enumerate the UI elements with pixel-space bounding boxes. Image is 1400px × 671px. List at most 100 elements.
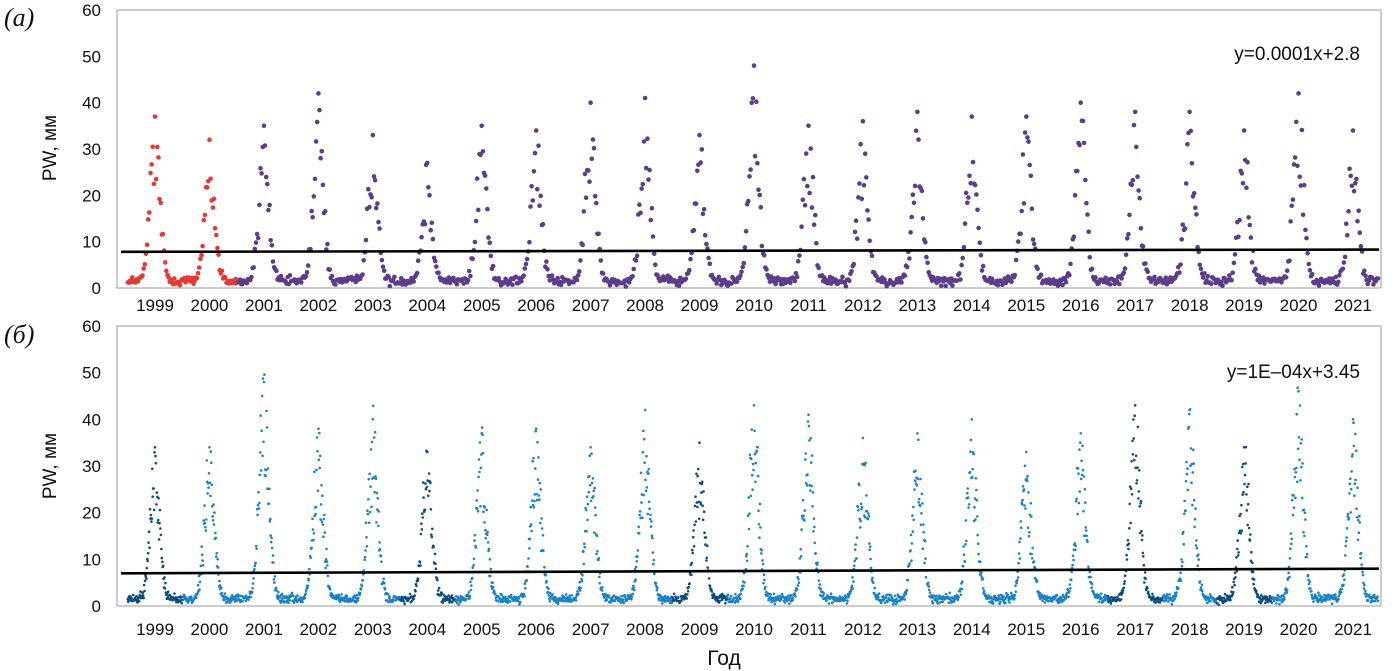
data-point [207, 472, 211, 475]
data-point [1356, 208, 1361, 213]
data-point [316, 489, 320, 493]
data-point [1035, 579, 1039, 583]
data-point [910, 192, 916, 197]
data-point [967, 173, 972, 179]
data-point [478, 441, 482, 444]
data-point [1283, 275, 1289, 280]
data-point [307, 579, 311, 582]
data-point [792, 278, 798, 284]
data-point [915, 484, 919, 487]
data-point [917, 501, 920, 504]
data-point [1200, 583, 1204, 587]
data-point [259, 414, 263, 417]
data-point [1177, 587, 1180, 590]
data-point [699, 147, 705, 152]
data-point [272, 578, 276, 581]
data-point [1028, 531, 1031, 534]
data-point [1140, 529, 1143, 533]
data-point [772, 592, 776, 596]
data-point [194, 275, 200, 281]
data-point [861, 436, 865, 440]
data-point [1347, 166, 1352, 172]
data-point [1342, 573, 1346, 576]
data-point [373, 490, 376, 494]
data-point [1246, 502, 1250, 506]
data-point [425, 160, 430, 166]
data-point [1030, 237, 1036, 242]
data-point [631, 266, 636, 272]
data-point [425, 486, 429, 489]
data-point [702, 510, 706, 513]
data-point [172, 276, 177, 281]
data-point [1247, 222, 1253, 228]
data-point [859, 502, 863, 506]
data-point [1185, 472, 1189, 476]
data-point [1305, 555, 1308, 559]
data-point [788, 280, 793, 286]
data-point [386, 593, 390, 596]
data-point [147, 210, 152, 215]
data-point [600, 589, 604, 592]
data-point [1194, 544, 1198, 547]
data-point [973, 506, 976, 509]
data-point [166, 590, 170, 594]
data-point [691, 227, 697, 233]
data-point [497, 600, 500, 603]
data-point [1295, 480, 1299, 484]
data-point [1025, 479, 1029, 483]
data-point [271, 554, 275, 557]
data-point [653, 262, 658, 268]
data-point [454, 281, 460, 287]
data-point [796, 584, 800, 587]
data-point [216, 566, 220, 569]
data-point [622, 601, 626, 605]
data-point [1060, 282, 1065, 288]
data-point [544, 573, 547, 576]
x-tick-label: 2018 [1171, 620, 1209, 639]
data-point [159, 527, 162, 530]
data-point [637, 202, 642, 207]
data-point [429, 220, 435, 226]
data-point [353, 594, 357, 597]
data-point [1310, 593, 1313, 597]
data-point [470, 256, 476, 262]
data-point [858, 517, 861, 521]
data-point [906, 578, 910, 582]
data-point [1333, 274, 1339, 280]
data-point [151, 467, 154, 471]
data-point [970, 418, 974, 421]
data-point [928, 591, 932, 594]
data-point [936, 602, 940, 605]
data-point [1160, 597, 1164, 600]
data-point [991, 602, 995, 605]
trendline-b [120, 567, 1380, 575]
data-point [852, 580, 855, 583]
data-point [1293, 475, 1297, 479]
data-point [1241, 462, 1245, 466]
data-point [1080, 118, 1086, 124]
data-point [1076, 467, 1080, 470]
data-point [579, 586, 582, 590]
data-point [168, 593, 172, 597]
data-point [574, 596, 577, 600]
data-point [210, 483, 213, 487]
data-point [547, 587, 550, 590]
data-point [911, 514, 914, 517]
data-point [519, 600, 522, 604]
data-point [291, 594, 295, 598]
data-point [1064, 597, 1068, 600]
data-point [607, 282, 613, 288]
data-point [971, 475, 974, 479]
data-point [743, 581, 746, 584]
data-point [795, 588, 799, 591]
data-point [1183, 499, 1186, 503]
data-point [576, 590, 579, 593]
data-point [752, 468, 755, 472]
data-point [1192, 498, 1196, 502]
x-tick-label: 2015 [1007, 296, 1045, 315]
data-point [304, 589, 308, 593]
data-point [760, 549, 763, 552]
data-point [249, 595, 252, 599]
data-point [1291, 513, 1295, 517]
data-point [961, 244, 967, 250]
